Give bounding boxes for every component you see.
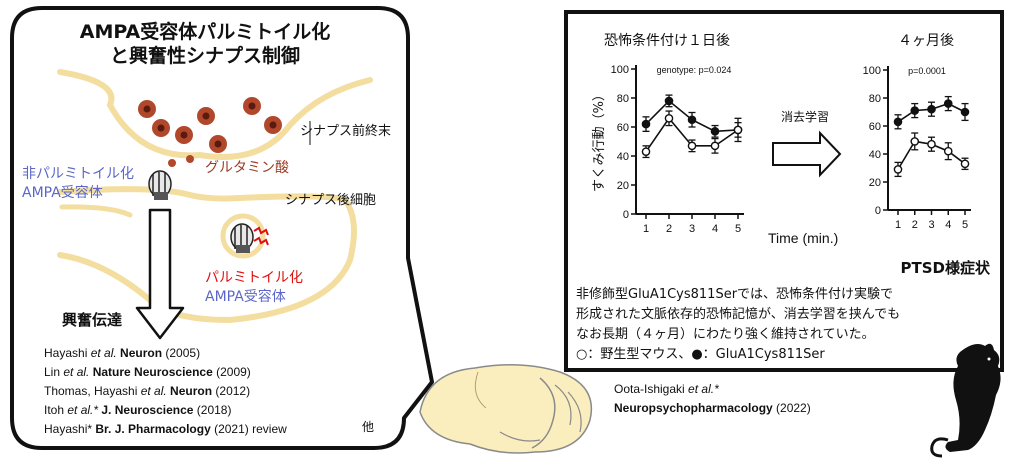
reference-5: Hayashi* Br. J. Pharmacology (2021) revi… (44, 422, 287, 436)
x-tick-label: 4 (712, 223, 718, 235)
x-tick-label: 5 (962, 219, 968, 231)
x-axis-label: Time (min.) (768, 230, 838, 246)
description-line-3: なお長期（４ヶ月）にわたり強く維持されていた。 (576, 327, 875, 342)
label-palm-2: AMPA受容体 (205, 288, 286, 305)
data-point-wildtype (893, 165, 903, 174)
brain-illustration (419, 364, 593, 454)
data-point-mutant (910, 106, 920, 115)
reference-3: Thomas, Hayashi et al. Neuron (2012) (44, 384, 250, 398)
palmitoylated-ampa-receptor-icon (230, 223, 269, 253)
endosome (220, 213, 266, 259)
x-tick-label: 5 (735, 223, 741, 235)
x-tick-label: 1 (895, 219, 901, 231)
data-point-mutant (943, 99, 953, 108)
y-tick-label: 20 (617, 180, 629, 192)
label-nonpalm-1: 非パルミトイル化 (22, 166, 134, 182)
citation-2022: Oota-Ishigaki et al.* Neuropsychopharmac… (614, 382, 811, 415)
vesicle (264, 116, 282, 134)
presynaptic-membrane (57, 69, 373, 160)
data-point-wildtype (664, 114, 674, 123)
y-tick-label: 0 (875, 205, 881, 217)
reference-5-etc: 他 (362, 420, 374, 434)
vesicle (209, 135, 227, 153)
y-tick-label: 60 (617, 122, 629, 134)
x-tick-label: 2 (912, 219, 918, 231)
left-title-line1: AMPA受容体パルミトイル化 (80, 20, 331, 43)
y-tick-label: 0 (623, 209, 629, 221)
citation-journal: Neuropsychopharmacology (2022) (614, 401, 811, 415)
label-postsynaptic: シナプス後細胞 (285, 193, 376, 208)
transmission-arrow (135, 208, 185, 340)
chart-day1: 0 20 40 60 80 100 1 2 3 4 5 genotype: p=0.024 (611, 64, 744, 235)
x-tick-label: 3 (689, 223, 695, 235)
extinction-arrow (772, 130, 842, 178)
reference-2: Lin et al. Nature Neuroscience (2009) (44, 365, 251, 379)
label-transmission: 興奮伝達 (62, 311, 122, 329)
data-point-mutant (641, 119, 651, 129)
data-point-wildtype (960, 159, 970, 169)
ampa-receptor-icon (148, 170, 172, 200)
y-tick-label: 40 (869, 149, 881, 161)
description-line-1: 非修飾型GluA1Cys811Serでは、恐怖条件付け実験で (576, 286, 893, 302)
vesicle (197, 107, 215, 125)
y-tick-label: 20 (869, 177, 881, 189)
data-point-mutant (710, 127, 720, 136)
glutamate-dot (186, 155, 194, 163)
label-palm-1: パルミトイル化 (205, 270, 303, 286)
mouse-icon (930, 343, 1001, 458)
y-tick-label: 60 (869, 121, 881, 133)
y-axis-label: すくみ行動（%） (592, 88, 607, 192)
p-value-annotation: genotype: p=0.024 (657, 65, 732, 75)
vesicle (152, 119, 170, 137)
data-point-wildtype (710, 141, 720, 151)
data-point-wildtype (687, 141, 697, 151)
chart-title-month4: ４ヶ月後 (898, 33, 954, 49)
y-tick-label: 40 (617, 151, 629, 163)
label-nonpalm-2: AMPA受容体 (22, 184, 103, 201)
reference-4: Itoh et al.* J. Neuroscience (2018) (44, 403, 231, 417)
x-tick-label: 1 (643, 223, 649, 235)
data-point-wildtype (733, 125, 743, 135)
left-panel: AMPA受容体パルミトイル化 と興奮性シナプス制御 シナプス前終末 グルタミン酸… (10, 6, 434, 450)
x-tick-label: 3 (928, 219, 934, 231)
data-point-wildtype (943, 146, 953, 156)
y-tick-label: 80 (617, 93, 629, 105)
citation-author: Oota-Ishigaki et al.* (614, 382, 719, 396)
x-tick-label: 4 (945, 219, 951, 231)
p-value-annotation: p=0.0001 (908, 66, 946, 76)
left-title-line2: と興奮性シナプス制御 (110, 44, 300, 67)
vesicle (243, 97, 261, 115)
data-point-mutant (893, 117, 903, 127)
chart-title-day1: 恐怖条件付け１日後 (604, 32, 730, 49)
data-point-mutant (687, 115, 697, 125)
glutamate-dot (168, 159, 176, 167)
data-point-wildtype (927, 139, 936, 149)
synaptic-vesicles (138, 97, 282, 153)
legend-text: ○：野生型マウス、●：GluA1Cys811Ser (576, 347, 825, 362)
postsynaptic-membrane-left (59, 204, 133, 218)
y-tick-label: 100 (863, 65, 881, 77)
data-point-wildtype (910, 137, 920, 146)
results-box (564, 10, 1004, 372)
extinction-label: 消去学習 (781, 109, 829, 124)
y-tick-label: 80 (869, 93, 881, 105)
data-point-mutant (664, 96, 674, 106)
ptsd-label: PTSD様症状 (901, 259, 991, 277)
description-line-2: 形成された文脈依存的恐怖記憶が、消去学習を挟んでも (576, 306, 900, 322)
label-glutamate: グルタミン酸 (205, 160, 289, 176)
reference-1: Hayashi et al. Neuron (2005) (44, 346, 200, 360)
data-point-mutant (927, 104, 936, 114)
reference-list: Hayashi et al. Neuron (2005) Lin et al. … (44, 346, 374, 436)
vesicle (138, 100, 156, 118)
chart-month4: 0 20 40 60 80 100 1 2 3 4 5 p=0.0001 (863, 65, 971, 231)
y-tick-label: 100 (611, 64, 629, 76)
vesicle (175, 126, 193, 144)
data-point-mutant (960, 107, 970, 117)
label-presynaptic: シナプス前終末 (300, 123, 391, 139)
data-point-wildtype (641, 147, 651, 156)
x-tick-label: 2 (666, 223, 672, 235)
